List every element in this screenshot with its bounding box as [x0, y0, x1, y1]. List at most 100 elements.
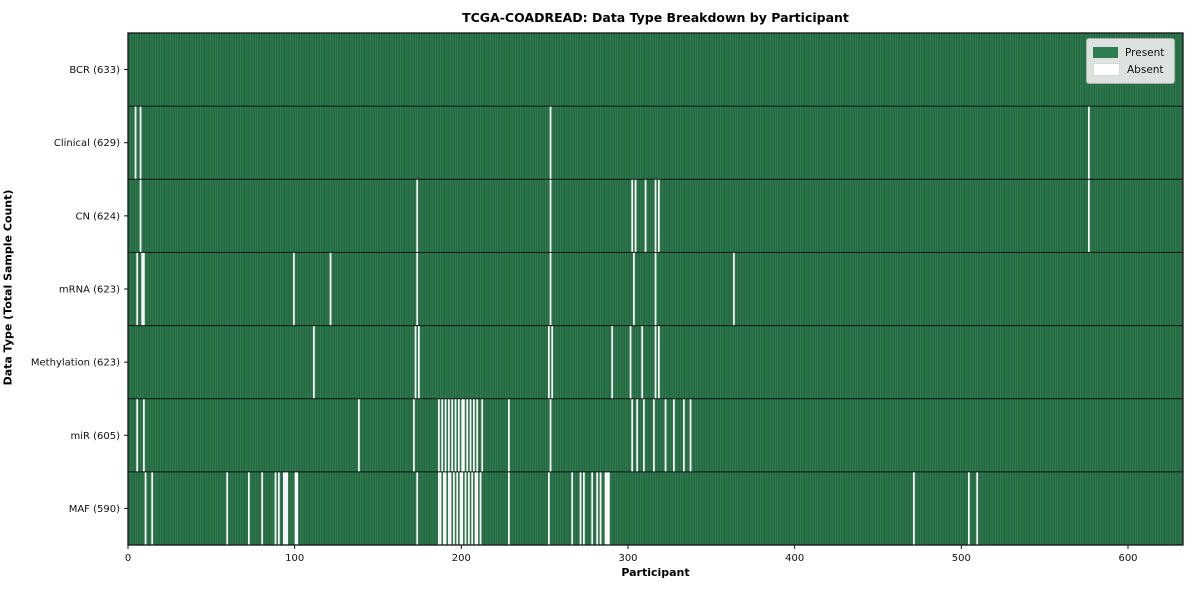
absent-stripe: [548, 471, 550, 545]
absent-stripe: [683, 398, 685, 472]
absent-stripe: [599, 471, 602, 545]
chart-title: TCGA-COADREAD: Data Type Breakdown by Pa…: [462, 10, 849, 25]
absent-stripe: [438, 398, 440, 472]
absent-stripe: [608, 471, 610, 545]
absent-stripe: [274, 471, 277, 545]
absent-stripe: [548, 325, 550, 399]
absent-stripe: [143, 398, 145, 472]
absent-stripe: [453, 471, 455, 545]
absent-stripe: [144, 471, 147, 545]
absent-stripe: [611, 325, 614, 399]
y-tick-label: mRNA (623): [59, 285, 120, 296]
absent-stripe: [451, 398, 454, 472]
absent-stripe: [439, 471, 442, 545]
absent-stripe: [549, 252, 552, 326]
absent-stripe: [689, 398, 692, 472]
absent-stripe: [641, 325, 644, 399]
absent-stripe: [459, 471, 462, 545]
absent-stripe: [283, 471, 285, 545]
absent-stripe: [653, 398, 655, 472]
absent-stripe: [418, 325, 420, 399]
absent-stripe: [629, 325, 632, 399]
absent-stripe: [448, 471, 450, 545]
absent-stripe: [583, 471, 585, 545]
y-tick-label: Methylation (623): [31, 358, 120, 369]
y-tick-label: BCR (633): [69, 65, 120, 76]
absent-stripe: [476, 471, 479, 545]
absent-stripe: [461, 471, 464, 545]
present-swatch-icon: [1093, 47, 1118, 58]
y-tick-label: CN (624): [75, 211, 120, 222]
absent-stripe: [143, 252, 145, 326]
absent-stripe: [644, 179, 647, 253]
absent-stripe: [463, 398, 465, 472]
absent-stripe: [654, 325, 657, 399]
x-tick-label: 100: [285, 553, 304, 564]
absent-stripe: [631, 398, 634, 472]
absent-stripe: [466, 398, 469, 472]
heatmap-row: [128, 398, 1183, 472]
absent-stripe: [968, 471, 970, 545]
absent-stripe: [139, 179, 142, 253]
y-tick-label: Clinical (629): [54, 138, 120, 149]
absent-stripe: [469, 398, 472, 472]
y-axis-label: Data Type (Total Sample Count): [1, 189, 15, 386]
absent-stripe: [136, 398, 139, 472]
absent-stripe: [278, 471, 280, 545]
absent-stripe: [458, 398, 460, 472]
absent-stripe: [643, 398, 645, 472]
absent-stripe: [444, 398, 447, 472]
absent-stripe: [634, 179, 637, 253]
absent-stripe: [636, 398, 639, 472]
absent-stripe: [416, 179, 419, 253]
absent-stripe: [476, 398, 479, 472]
absent-stripe: [596, 471, 599, 545]
x-tick-label: 0: [125, 553, 131, 564]
x-tick-label: 200: [452, 553, 471, 564]
absent-stripe: [658, 325, 660, 399]
absent-stripe: [733, 252, 735, 326]
heatmap-row: [128, 33, 1183, 107]
x-tick-label: 400: [785, 553, 804, 564]
absent-stripe: [416, 252, 419, 326]
absent-stripe: [456, 471, 459, 545]
absent-stripe: [1088, 179, 1090, 253]
y-tick-label: miR (605): [70, 431, 120, 442]
absent-stripe: [606, 471, 609, 545]
absent-stripe: [654, 252, 657, 326]
absent-stripe: [976, 471, 979, 545]
absent-stripe: [549, 398, 552, 472]
x-tick-label: 600: [1118, 553, 1137, 564]
plot-border: [127, 32, 1184, 546]
absent-stripe: [604, 471, 607, 545]
absent-stripe: [549, 179, 552, 253]
absent-stripe: [293, 252, 295, 326]
absent-stripe: [481, 398, 484, 472]
absent-stripe: [571, 471, 574, 545]
absent-stripe: [141, 252, 144, 326]
absent-stripe: [226, 471, 229, 545]
absent-stripe: [468, 471, 470, 545]
legend-item-present: Present: [1093, 44, 1167, 61]
absent-stripe: [151, 471, 154, 545]
x-tick-label: 300: [618, 553, 637, 564]
absent-stripe: [449, 471, 452, 545]
absent-stripe: [508, 398, 510, 472]
absent-stripe: [454, 398, 457, 472]
absent-stripe: [438, 471, 440, 545]
absent-stripe: [579, 471, 582, 545]
absent-stripe: [461, 398, 464, 472]
absent-stripe: [673, 398, 675, 472]
absent-stripe: [549, 106, 552, 180]
legend-label-absent: Absent: [1127, 63, 1164, 76]
legend: Present Absent: [1086, 38, 1175, 84]
absent-stripe: [508, 471, 510, 545]
absent-stripe: [358, 398, 360, 472]
absent-stripe: [444, 471, 447, 545]
absent-stripe: [664, 398, 667, 472]
y-tick-label: MAF (590): [69, 504, 120, 515]
absent-stripe: [296, 471, 299, 545]
absent-stripe: [294, 471, 297, 545]
